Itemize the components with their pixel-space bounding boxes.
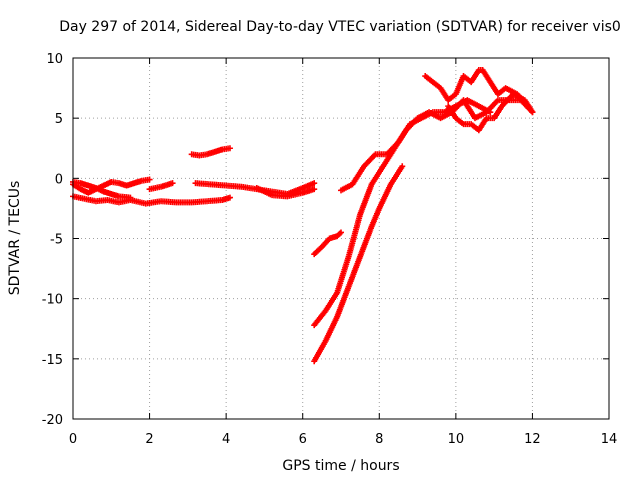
x-tick-label: 10 bbox=[448, 432, 465, 447]
y-tick-label: 5 bbox=[55, 112, 63, 127]
data-series-4 bbox=[146, 180, 176, 193]
data-point bbox=[311, 180, 318, 187]
y-tick-label: 10 bbox=[46, 52, 63, 67]
data-series bbox=[70, 67, 536, 365]
data-point bbox=[226, 145, 233, 152]
data-series-8 bbox=[311, 229, 344, 258]
axis-ticks: 0 2 4 6 8 10 12 14 10 5 0 -5 -10 -15 -20 bbox=[42, 52, 618, 447]
data-point bbox=[487, 109, 494, 116]
data-series-7 bbox=[253, 184, 318, 200]
x-tick-label: 6 bbox=[299, 432, 307, 447]
data-point bbox=[169, 180, 176, 187]
x-tick-label: 4 bbox=[222, 432, 230, 447]
data-series-1 bbox=[70, 193, 233, 207]
x-tick-label: 14 bbox=[601, 432, 618, 447]
x-tick-label: 2 bbox=[145, 432, 153, 447]
data-point bbox=[529, 109, 536, 116]
data-series-3 bbox=[70, 178, 134, 201]
plot-frame bbox=[72, 57, 610, 420]
data-point bbox=[226, 194, 233, 201]
y-tick-label: -10 bbox=[42, 293, 63, 308]
data-series-13 bbox=[445, 91, 536, 134]
y-tick-label: -15 bbox=[42, 353, 63, 368]
x-axis-label: GPS time / hours bbox=[282, 458, 399, 474]
x-tick-label: 12 bbox=[524, 432, 541, 447]
chart-title: Day 297 of 2014, Sidereal Day-to-day VTE… bbox=[59, 19, 621, 35]
data-series-5 bbox=[188, 145, 233, 159]
data-point bbox=[311, 186, 318, 193]
y-axis-label: SDTVAR / TECUs bbox=[7, 181, 23, 296]
y-tick-label: 0 bbox=[55, 172, 63, 187]
y-tick-label: -20 bbox=[42, 413, 63, 428]
data-point bbox=[146, 176, 153, 183]
data-series-12 bbox=[422, 67, 536, 116]
data-point bbox=[338, 229, 344, 236]
data-series-11 bbox=[338, 97, 494, 194]
data-series-9 bbox=[311, 163, 406, 365]
data-point bbox=[399, 163, 406, 170]
gridlines bbox=[73, 58, 609, 419]
x-tick-label: 8 bbox=[375, 432, 383, 447]
x-tick-label: 0 bbox=[69, 432, 77, 447]
data-point bbox=[127, 194, 134, 201]
y-tick-label: -5 bbox=[50, 233, 63, 248]
